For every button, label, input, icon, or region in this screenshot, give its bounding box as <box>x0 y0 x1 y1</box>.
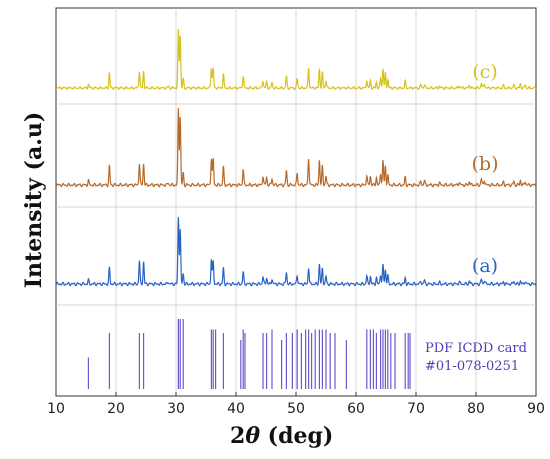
x-tick-label: 50 <box>287 401 305 417</box>
y-axis-label-wrap: Intensity (a.u) <box>0 0 60 390</box>
x-axis-label: 2θ (deg) <box>230 423 333 449</box>
x-axis-ticks: 10 20 30 40 50 60 70 80 90 <box>47 392 545 417</box>
series-line <box>55 217 537 287</box>
x-axis-label-prefix: 2 <box>230 423 246 449</box>
x-axis-label-symbol: θ <box>245 423 260 449</box>
x-tick-label: 10 <box>47 401 65 417</box>
series-group <box>55 29 537 287</box>
x-tick-label: 20 <box>107 401 125 417</box>
series-label: (b) <box>472 153 499 175</box>
x-tick-label: 70 <box>407 401 425 417</box>
x-tick-label: 40 <box>227 401 245 417</box>
grid-lines <box>56 8 536 396</box>
series-labels: (c) (b) (a) <box>472 61 499 277</box>
reference-label-line2: #01-078-0251 <box>425 359 519 374</box>
x-axis-label-suffix: (deg) <box>260 423 334 449</box>
series-line <box>55 108 537 188</box>
reference-lines: PDF ICDD card #01-078-0251 <box>87 319 527 389</box>
x-tick-label: 30 <box>167 401 185 417</box>
reference-label-line1: PDF ICDD card <box>425 341 527 356</box>
series-line <box>55 29 537 91</box>
series-label: (a) <box>472 255 498 277</box>
series-label: (c) <box>472 61 497 83</box>
x-tick-label: 90 <box>527 401 545 417</box>
y-axis-label: Intensity (a.u) <box>21 111 47 289</box>
x-tick-label: 80 <box>467 401 485 417</box>
x-tick-label: 60 <box>347 401 365 417</box>
